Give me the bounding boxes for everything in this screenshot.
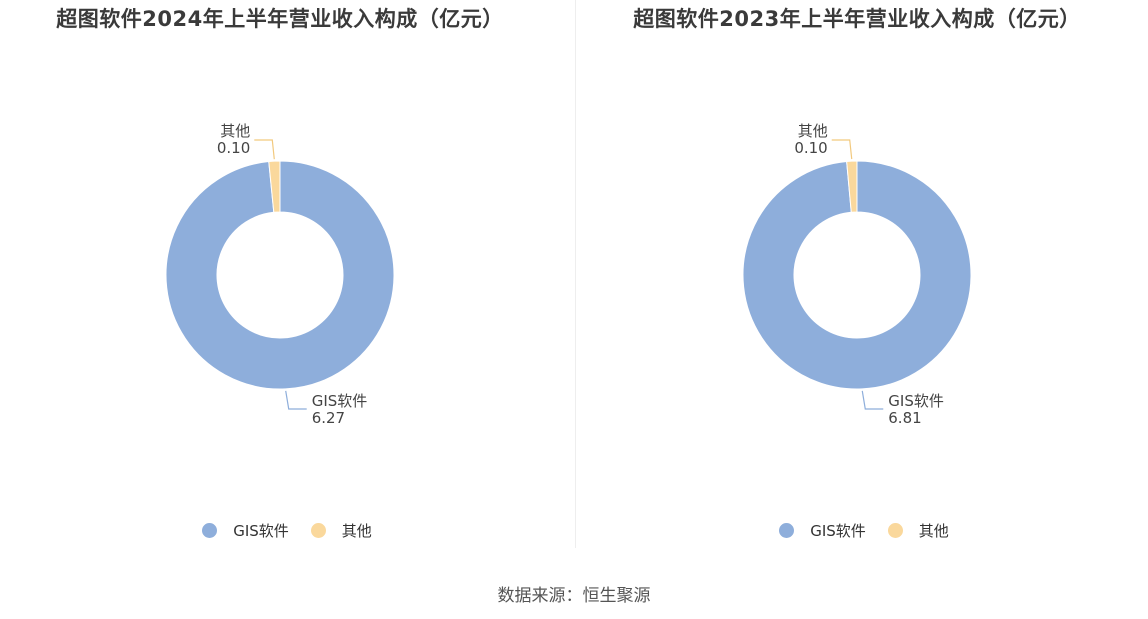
chart-title: 超图软件2023年上半年营业收入构成（亿元）: [633, 7, 1081, 31]
leader-line-gis: [285, 390, 307, 410]
leader-line-other: [831, 139, 853, 160]
label-other-name: 其他: [798, 122, 828, 140]
chart-title: 超图软件2024年上半年营业收入构成（亿元）: [56, 7, 504, 31]
legend: GIS软件 其他: [577, 520, 1148, 541]
legend-dot-other-icon: [887, 523, 903, 538]
leader-line-gis: [861, 390, 884, 410]
legend: GIS软件 其他: [0, 520, 574, 541]
slice-gis[interactable]: [165, 160, 395, 390]
label-other-value: 0.10: [217, 139, 250, 157]
legend-dot-gis-icon: [202, 523, 218, 538]
chart-panel-2024: 超图软件2024年上半年营业收入构成（亿元） 其他 0.10 GIS软件 6.27 G…: [0, 0, 574, 560]
panel-divider: [575, 0, 576, 548]
data-source: 数据来源：恒生聚源: [497, 586, 651, 606]
legend-dot-gis-icon: [779, 523, 795, 538]
legend-label-gis: GIS软件: [233, 522, 289, 540]
legend-item-other[interactable]: 其他: [887, 520, 949, 541]
legend-item-gis[interactable]: GIS软件: [779, 520, 866, 541]
legend-label-gis: GIS软件: [810, 522, 866, 540]
slice-other[interactable]: [268, 160, 281, 213]
label-gis-value: 6.81: [888, 409, 921, 427]
legend-label-other: 其他: [918, 522, 949, 540]
legend-item-other[interactable]: 其他: [310, 520, 372, 541]
chart-panel-2023: 超图软件2023年上半年营业收入构成（亿元） 其他 0.10 GIS软件 6.81 G…: [577, 0, 1148, 560]
slice-other[interactable]: [846, 160, 858, 213]
leader-line-other: [254, 139, 275, 160]
slice-gis[interactable]: [742, 160, 972, 390]
legend-label-other: 其他: [341, 522, 372, 540]
legend-item-gis[interactable]: GIS软件: [202, 520, 289, 541]
label-other-name: 其他: [220, 122, 250, 140]
legend-dot-other-icon: [310, 523, 326, 538]
label-gis-name: GIS软件: [888, 392, 944, 410]
label-gis-name: GIS软件: [312, 392, 368, 410]
label-other-value: 0.10: [794, 139, 827, 157]
label-gis-value: 6.27: [312, 409, 345, 427]
